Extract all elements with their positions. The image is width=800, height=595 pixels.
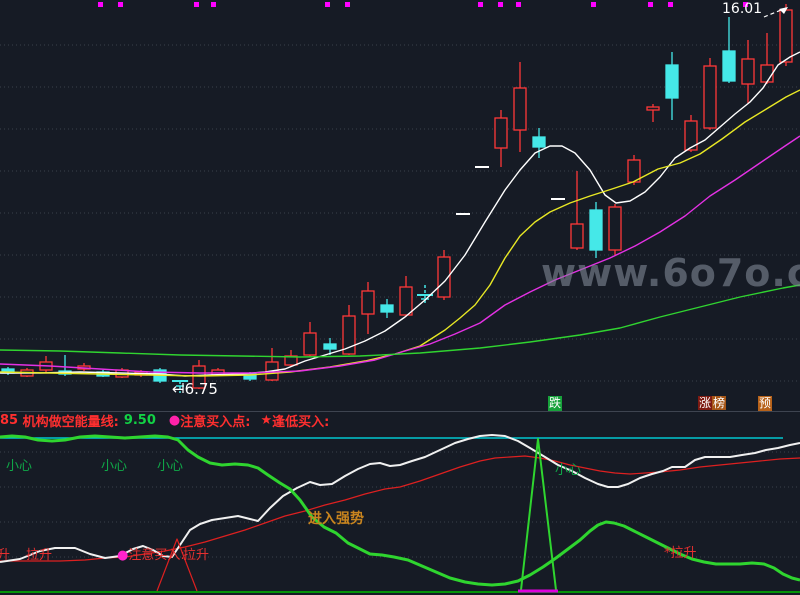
bullet-icon: ● bbox=[168, 412, 181, 428]
star-icon: ★ bbox=[260, 412, 273, 428]
rise-rank-badge[interactable]: 涨榜 bbox=[698, 396, 727, 411]
pull-up-label: 拉升 bbox=[26, 548, 53, 563]
bullet-icon: ● bbox=[117, 548, 129, 563]
pull-up-label: 拉升 bbox=[183, 548, 210, 563]
rise-badge[interactable]: 涨 bbox=[698, 396, 713, 410]
panel-divider bbox=[0, 411, 800, 412]
buy-point-label: 注意买入点: bbox=[180, 414, 251, 430]
caution-label: 小心 bbox=[6, 459, 33, 474]
pre-badge[interactable]: 预 bbox=[758, 396, 773, 411]
indicator-prefix: 85 bbox=[0, 412, 19, 428]
caution-label: 小心 bbox=[101, 459, 128, 474]
indicator-header: 85 机构做空能量线: 9.50 ● 注意买入点: ★ 逢低买入: bbox=[0, 412, 800, 430]
caution-label: 小心 bbox=[555, 463, 582, 478]
price-high-label: 16.01 bbox=[722, 1, 763, 17]
pull-up-label: 拉升 bbox=[0, 548, 11, 563]
fall-badge[interactable]: 跌 bbox=[548, 396, 563, 411]
candlestick-chart bbox=[0, 2, 800, 393]
watermark: www.6o7o.com bbox=[541, 251, 800, 295]
pull-up-star-label: *拉升 bbox=[664, 546, 697, 561]
enter-strong-label: 进入强势 bbox=[308, 511, 364, 527]
buy-note-label: ●注意买入: bbox=[117, 549, 185, 562]
indicator-name: 机构做空能量线: bbox=[22, 414, 119, 430]
indicator-value: 9.50 bbox=[123, 412, 156, 428]
indicator-panel bbox=[0, 434, 800, 593]
caution-label: 小心 bbox=[157, 459, 184, 474]
low-buy-label: 逢低买入: bbox=[272, 414, 330, 430]
price-low-label: ←6.75 bbox=[172, 380, 218, 398]
rank-badge[interactable]: 榜 bbox=[712, 396, 727, 410]
buy-note-text: 注意买入: bbox=[128, 548, 185, 563]
